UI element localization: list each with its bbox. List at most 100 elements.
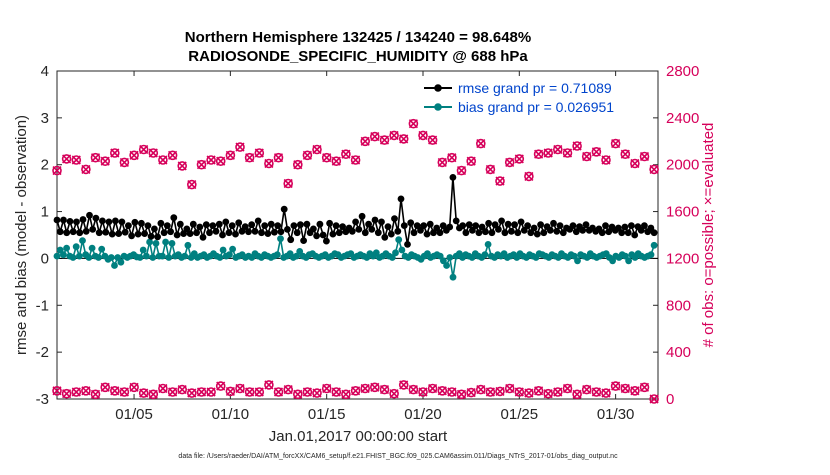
rmse-point [287,236,295,244]
bias-point [165,254,173,261]
rmse-point [86,211,93,219]
obs-possible-point [350,155,361,165]
obs-possible-point [235,142,245,152]
rmse-point [170,214,178,222]
rmse-point [277,228,285,236]
obs-possible-point [610,138,621,149]
obs-evaluated-point [495,386,505,397]
obs-evaluated-cross [562,383,573,394]
bias-point [398,246,406,254]
rmse-point [297,221,304,229]
rmse-point [108,230,116,238]
rmse-point [310,225,317,233]
obs-evaluated-cross [187,388,197,398]
rmse-point [650,229,658,237]
chart-title-line2: RADIOSONDE_SPECIFIC_HUMIDITY @ 688 hPa [188,48,528,65]
obs-evaluated-cross [639,382,650,392]
bias-point [117,258,125,266]
obs-possible-cross [110,148,120,158]
x-tick-label: 01/25 [501,406,539,423]
rmse-point [485,219,492,227]
bias-point [72,243,80,251]
obs-possible-cross [476,139,486,149]
obs-evaluated-point [533,385,544,396]
rmse-point [228,222,236,230]
rmse-point [202,221,210,229]
obs-evaluated-point [591,387,602,397]
obs-evaluated-point [283,384,294,395]
rmse-point [374,229,382,237]
obs-possible-cross [264,158,274,169]
obs-possible-cross [62,154,72,164]
bias-point [152,240,160,247]
obs-possible-point [215,156,226,166]
obs-possible-cross [71,155,81,165]
obs-possible-cross [562,148,573,158]
obs-possible-point [524,171,534,182]
obs-evaluated-point [456,389,467,400]
obs-evaluated-cross [437,386,447,396]
obs-possible-point [447,152,457,163]
obs-possible-cross [119,157,129,167]
rmse-point [147,233,155,240]
rmse-point [73,218,80,226]
y-left-ticks: -3 -2 -1 0 1 2 3 4 [36,63,62,408]
obs-evaluated-cross [254,387,264,397]
y-left-tick-label: 2 [41,157,49,174]
obs-evaluated-cross [100,382,110,392]
rmse-point [193,229,201,237]
obs-evaluated-point [379,384,390,395]
obs-possible-point [485,164,496,175]
bias-point [181,252,189,260]
rmse-point [381,233,389,241]
obs-possible-cross [466,156,476,166]
chart-title-line1: Northern Hemisphere 132425 / 134240 = 98… [185,29,531,46]
rmse-point [319,231,327,239]
obs-evaluated-point [331,387,342,397]
rmse-point [215,220,223,228]
rmse-point [92,214,100,222]
obs-possible-point [244,152,255,163]
rmse-point [206,229,213,237]
rmse-point [371,216,379,224]
obs-evaluated-cross [399,380,409,390]
obs-evaluated-cross [379,385,390,395]
obs-evaluated-cross [341,389,351,399]
obs-evaluated-cross [428,383,438,394]
obs-evaluated-cross [370,382,380,392]
obs-evaluated-cross [485,387,495,397]
bias-point [69,254,77,261]
obs-possible-cross [283,178,293,189]
rmse-point [293,229,301,237]
series-obs-possible [52,118,659,190]
rmse-point [323,237,330,245]
bias-point [229,245,237,253]
obs-possible-cross [534,149,544,159]
obs-evaluated-point [52,385,62,396]
rmse-point [69,228,77,236]
bias-point [446,254,454,261]
obs-possible-point [552,144,563,155]
bias-point [484,241,492,248]
obs-possible-cross [206,155,216,165]
rmse-point [378,218,385,226]
bias-point [184,241,192,249]
obs-evaluated-cross [139,388,149,398]
obs-possible-point [341,149,351,159]
obs-evaluated-cross [582,385,592,395]
bias-point [481,251,489,259]
y-right-tick-label: 1600 [666,204,699,221]
obs-evaluated-point [630,385,640,396]
rmse-point [225,229,233,237]
obs-possible-point [206,155,216,165]
rmse-point [605,228,613,236]
obs-evaluated-cross [572,389,582,399]
bias-point [143,252,150,260]
obs-evaluated-point [485,387,496,397]
obs-evaluated-point [427,383,438,394]
obs-possible-point [312,144,322,155]
obs-possible-cross [601,155,611,165]
obs-possible-cross [447,153,457,163]
rmse-point [394,227,402,235]
obs-possible-point [572,141,582,151]
